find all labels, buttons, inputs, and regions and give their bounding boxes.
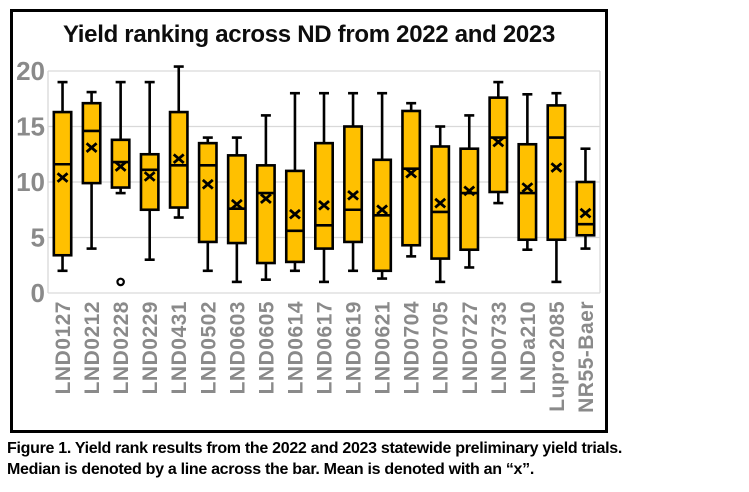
- iqr-box: [255, 164, 276, 265]
- box-LNDa210: [517, 93, 538, 252]
- box-LND0727: [459, 114, 480, 269]
- x-tick-label: LND0431: [168, 301, 191, 394]
- x-tick-label: LND0733: [488, 301, 511, 394]
- y-tick-label: 5: [31, 223, 45, 253]
- iqr-box: [81, 101, 102, 185]
- iqr-box: [197, 141, 218, 244]
- mean-marker: [492, 136, 505, 148]
- x-tick-label: LND0229: [139, 301, 162, 394]
- x-tick-label: LND0704: [401, 301, 424, 394]
- x-tick-label: LND0603: [226, 301, 249, 394]
- mean-marker: [56, 172, 69, 183]
- x-tick-label: LND0617: [314, 301, 337, 394]
- iqr-box: [284, 169, 305, 264]
- y-tick-label: 20: [16, 56, 45, 86]
- box-LND0621: [372, 91, 393, 280]
- boxplot-canvas: 0 5 10 15 20 LND0127 LND0212 LND0228 LND0229 LND0…: [16, 56, 601, 413]
- iqr-box: [226, 154, 247, 245]
- box-LND0605: [255, 114, 276, 281]
- outlier-point: [116, 277, 125, 287]
- iqr-box: [459, 147, 480, 252]
- x-tick-label: LND0619: [343, 301, 366, 394]
- chart: 0 5 10 15 20 LND0127 LND0212 LND0228 LND0229 LND0…: [10, 9, 608, 433]
- mean-marker: [463, 185, 476, 197]
- box-LND0127: [52, 80, 73, 273]
- iqr-box: [313, 141, 334, 250]
- caption-line-2: Median is denoted by a line across the b…: [7, 461, 534, 479]
- mean-marker: [521, 182, 534, 193]
- mean-marker: [318, 199, 330, 211]
- iqr-box: [343, 125, 364, 244]
- x-tick-label: LND0614: [284, 301, 307, 394]
- x-tick-label: LND0127: [52, 301, 75, 394]
- box-LND0705: [430, 125, 451, 284]
- mean-marker: [289, 208, 301, 220]
- box-LND0733: [488, 80, 509, 205]
- x-tick-label: LNDa210: [517, 301, 540, 394]
- mean-marker: [405, 167, 418, 179]
- iqr-box: [488, 96, 509, 194]
- x-tick-label: LND0605: [255, 301, 278, 394]
- y-tick-label: 0: [31, 278, 45, 308]
- x-tick-label: LND0502: [197, 301, 220, 394]
- x-tick-label: LND0212: [81, 301, 104, 394]
- iqr-box: [575, 180, 596, 237]
- mean-marker: [201, 178, 214, 190]
- mean-marker: [230, 198, 243, 210]
- box-LND0619: [343, 91, 364, 273]
- iqr-box: [401, 109, 422, 247]
- iqr-box: [139, 152, 160, 212]
- x-tick-label: LND0621: [372, 301, 395, 394]
- caption-line-1: Figure 1. Yield rank results from the 20…: [7, 440, 623, 457]
- mean-marker: [114, 161, 127, 172]
- box-LND0212: [81, 90, 102, 250]
- y-tick-label: 10: [16, 167, 45, 197]
- chart-title: Yield ranking across ND from 2022 and 20…: [62, 21, 556, 48]
- x-tick-label: Lupro2085: [546, 301, 569, 412]
- iqr-box: [52, 110, 73, 257]
- box-LND0431: [168, 65, 189, 219]
- mean-marker: [434, 197, 447, 209]
- x-tick-label: LND0705: [430, 301, 453, 394]
- mean-marker: [579, 207, 592, 219]
- box-NR55-Baer: [575, 147, 596, 250]
- y-tick-label: 15: [16, 112, 45, 142]
- box-LND0603: [226, 136, 247, 284]
- mean-marker: [259, 193, 272, 205]
- iqr-box: [110, 138, 131, 189]
- x-tick-label: NR55-Baer: [575, 301, 598, 413]
- box-LND0617: [313, 91, 334, 284]
- box-Lupro2085: [546, 91, 567, 284]
- mean-marker: [347, 189, 359, 201]
- figure-caption: Figure 1. Yield rank results from the 20…: [7, 438, 749, 480]
- box-LND0228: [110, 80, 131, 287]
- mean-marker: [172, 153, 185, 165]
- iqr-box: [546, 104, 567, 242]
- box-LND0704: [401, 101, 422, 258]
- x-tick-label: LND0228: [110, 301, 133, 394]
- box-LND0614: [284, 91, 305, 273]
- x-tick-label: LND0727: [459, 301, 482, 394]
- box-LND0229: [139, 80, 160, 261]
- box-LND0502: [197, 136, 218, 273]
- mean-marker: [376, 204, 389, 216]
- mean-marker: [143, 171, 156, 182]
- mean-marker: [85, 142, 98, 153]
- mean-marker: [550, 162, 563, 173]
